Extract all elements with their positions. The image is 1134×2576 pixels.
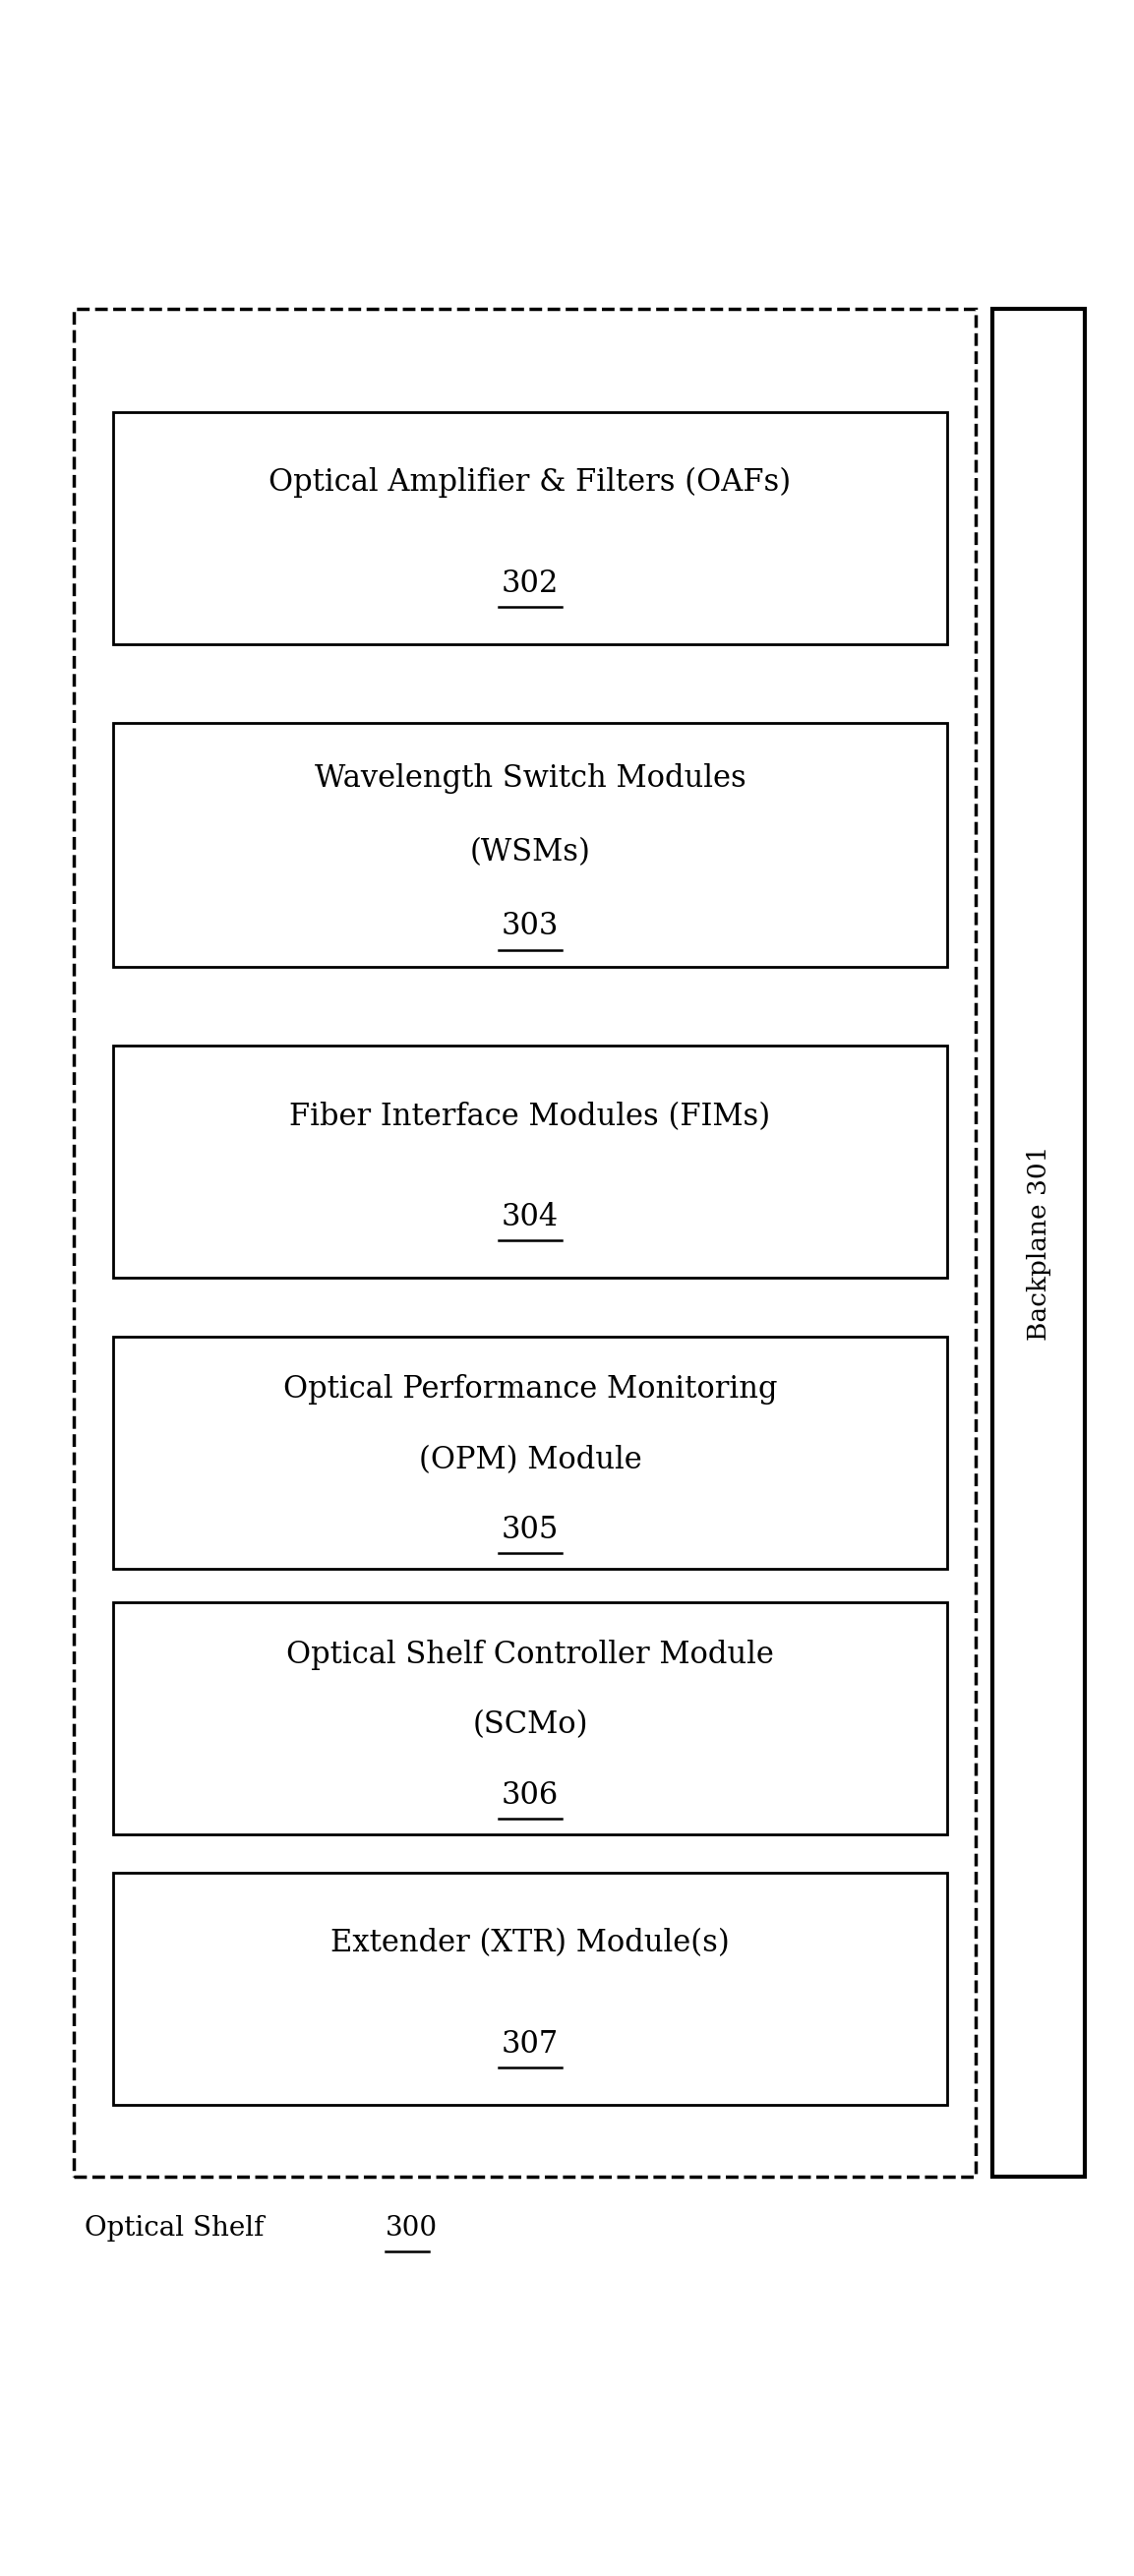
Text: Backplane 301: Backplane 301 [1026, 1146, 1051, 1340]
Text: 305: 305 [501, 1515, 559, 1546]
Bar [113, 721, 947, 966]
Bar [113, 1602, 947, 1834]
Text: 303: 303 [501, 912, 559, 943]
Bar [113, 412, 947, 644]
Text: (OPM) Module: (OPM) Module [418, 1445, 642, 1476]
Text: Optical Amplifier & Filters (OAFs): Optical Amplifier & Filters (OAFs) [269, 466, 792, 497]
Bar [113, 1046, 947, 1278]
Text: Extender (XTR) Module(s): Extender (XTR) Module(s) [331, 1927, 729, 1958]
Bar [992, 309, 1085, 2177]
Text: Fiber Interface Modules (FIMs): Fiber Interface Modules (FIMs) [289, 1100, 771, 1131]
Text: Optical Shelf Controller Module: Optical Shelf Controller Module [286, 1641, 775, 1669]
Bar [113, 1337, 947, 1569]
Text: (SCMo): (SCMo) [473, 1710, 587, 1741]
Text: 306: 306 [501, 1780, 559, 1811]
Text: 300: 300 [386, 2215, 438, 2241]
Text: Optical Performance Monitoring: Optical Performance Monitoring [284, 1376, 777, 1404]
Text: 307: 307 [501, 2030, 559, 2058]
Bar [113, 1873, 947, 2105]
Text: 304: 304 [501, 1203, 559, 1231]
Text: Wavelength Switch Modules: Wavelength Switch Modules [314, 762, 746, 793]
Text: Optical Shelf: Optical Shelf [85, 2215, 282, 2241]
Text: 302: 302 [501, 569, 559, 598]
Text: (WSMs): (WSMs) [469, 837, 591, 868]
